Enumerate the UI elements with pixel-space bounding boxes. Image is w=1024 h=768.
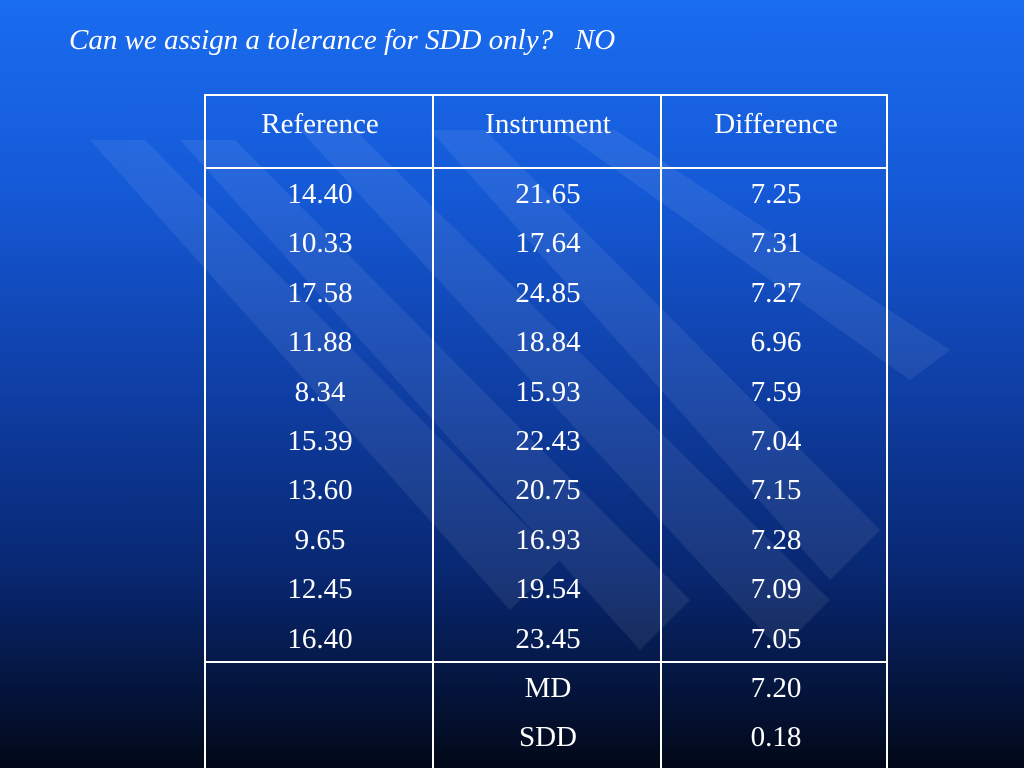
header-divider bbox=[206, 167, 886, 169]
reference-value: 17.58 bbox=[287, 276, 353, 309]
header-difference: Difference bbox=[714, 108, 838, 140]
difference-value: 7.25 bbox=[750, 178, 802, 210]
instrument-value: 20.75 bbox=[515, 474, 581, 507]
instrument-value: 21.65 bbox=[515, 178, 581, 210]
summary-value-sdd: 0.18 bbox=[750, 721, 802, 753]
reference-value: 9.65 bbox=[294, 523, 346, 556]
summary-values: 7.20 0.18 bbox=[662, 668, 890, 766]
header-reference: Reference bbox=[261, 108, 379, 140]
summary-value-md: 7.20 bbox=[750, 672, 802, 704]
instrument-value: 19.54 bbox=[515, 573, 581, 606]
reference-column: 14.40 10.33 17.58 11.88 8.34 15.39 13.60… bbox=[206, 174, 434, 668]
instrument-value: 17.64 bbox=[515, 227, 581, 260]
reference-value: 10.33 bbox=[287, 227, 353, 260]
reference-value: 15.39 bbox=[287, 424, 353, 457]
instrument-value: 18.84 bbox=[515, 326, 581, 359]
slide-title: Can we assign a tolerance for SDD only? … bbox=[69, 24, 616, 56]
instrument-value: 23.45 bbox=[515, 622, 581, 655]
reference-value: 12.45 bbox=[287, 573, 353, 606]
difference-value: 7.28 bbox=[750, 523, 802, 556]
data-table: Reference Instrument Difference 14.40 10… bbox=[204, 94, 888, 768]
instrument-value: 15.93 bbox=[515, 375, 581, 408]
instrument-value: 16.93 bbox=[515, 523, 581, 556]
instrument-column: 21.65 17.64 24.85 18.84 15.93 22.43 20.7… bbox=[434, 174, 662, 668]
summary-label-md: MD bbox=[524, 672, 572, 704]
difference-value: 7.59 bbox=[750, 375, 802, 408]
summary-labels: MD SDD bbox=[434, 668, 662, 766]
difference-column: 7.25 7.31 7.27 6.96 7.59 7.04 7.15 7.28 … bbox=[662, 174, 890, 668]
difference-value: 7.15 bbox=[750, 474, 802, 507]
summary-label-sdd: SDD bbox=[518, 721, 577, 753]
reference-value: 14.40 bbox=[287, 178, 353, 210]
difference-value: 7.04 bbox=[750, 424, 802, 457]
reference-value: 8.34 bbox=[294, 375, 346, 408]
reference-value: 11.88 bbox=[287, 326, 353, 359]
column-divider bbox=[660, 96, 662, 768]
header-instrument: Instrument bbox=[485, 108, 611, 140]
difference-value: 7.09 bbox=[750, 573, 802, 606]
difference-value: 7.05 bbox=[750, 622, 802, 655]
instrument-value: 22.43 bbox=[515, 424, 581, 457]
difference-value: 7.27 bbox=[750, 276, 802, 309]
difference-value: 6.96 bbox=[750, 326, 802, 359]
summary-divider bbox=[206, 661, 886, 663]
reference-value: 16.40 bbox=[287, 622, 353, 655]
column-divider bbox=[432, 96, 434, 768]
difference-value: 7.31 bbox=[750, 227, 802, 260]
reference-value: 13.60 bbox=[287, 474, 353, 507]
instrument-value: 24.85 bbox=[515, 276, 581, 309]
